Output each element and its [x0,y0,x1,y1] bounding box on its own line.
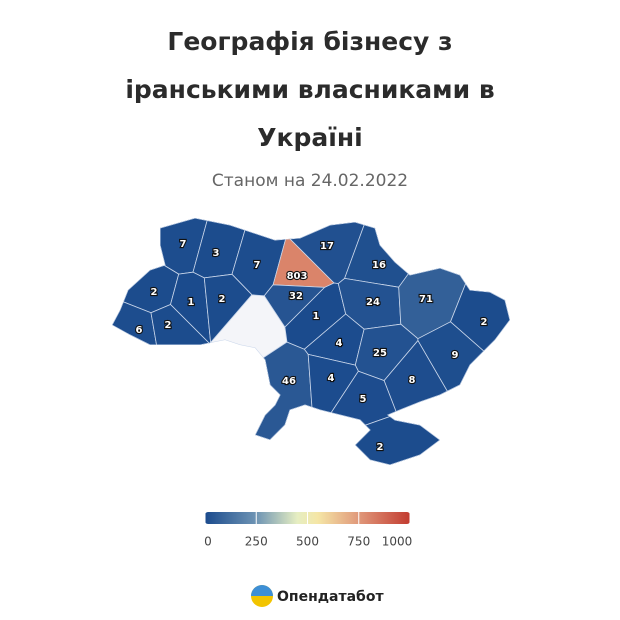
region-label: 7 [254,260,261,271]
title-line: Географія бізнесу з [167,27,452,56]
region-label: 24 [366,297,380,308]
region-label: 8 [409,375,416,386]
region-label: 6 [136,325,143,336]
region-label: 2 [151,287,158,298]
region-label: 25 [373,348,387,359]
subtitle: Станом на 24.02.2022 [212,171,408,191]
region-label: 2 [165,320,172,331]
region-label: 71 [419,294,433,305]
region-label: 2 [219,294,226,305]
region-label: 17 [320,241,334,252]
region-label: 1 [313,311,320,322]
region-label: 4 [336,338,343,349]
region-label: 7 [180,239,187,250]
region [167,341,315,465]
region-label: 9 [452,350,459,361]
region [112,218,217,275]
region-label: 32 [289,291,303,302]
region-label: 2 [481,317,488,328]
region-label: 46 [282,376,296,387]
colorbar-tick-label: 750 [347,535,370,549]
region [203,273,253,344]
region [417,321,510,465]
title-line: іранськими власниками в [125,75,494,104]
region-label: 5 [360,394,367,405]
title-line: Україні [257,123,362,152]
region-label: 2 [377,442,384,453]
colorbar-tick-label: 500 [296,535,319,549]
colorbar-tick-label: 0 [204,535,212,549]
logo-icon-top [251,585,273,596]
logo-text: Опендатабот [277,589,384,605]
colorbar-ticks: 0 250 500 750 1000 [204,512,412,549]
colorbar-tick-label: 250 [245,535,268,549]
colorbar-tick-label: 1000 [382,535,413,549]
region-label: 1 [188,297,195,308]
map [112,218,510,465]
region [278,413,510,465]
region-label: 16 [372,260,386,271]
region-label: 3 [213,248,220,259]
region-label: 803 [287,271,308,282]
region-label: 4 [328,373,335,384]
